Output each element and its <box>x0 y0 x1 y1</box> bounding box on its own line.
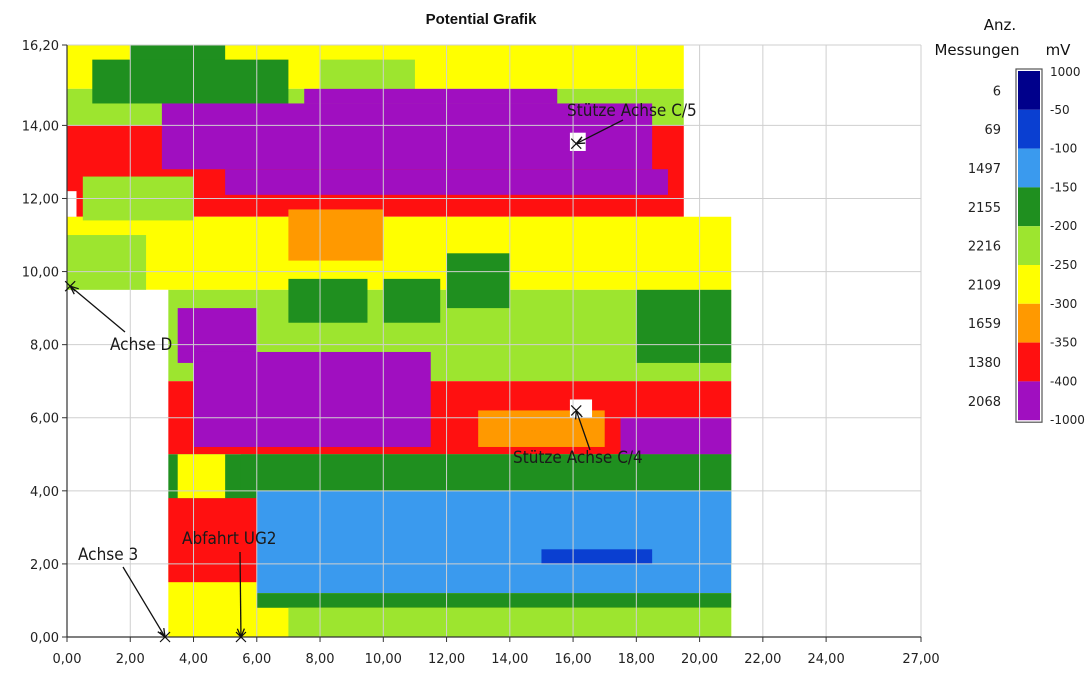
legend-swatch-2 <box>1018 148 1040 188</box>
y-tick-label-2: 4,00 <box>30 485 59 500</box>
x-tick-label-8: 16,00 <box>554 652 591 667</box>
legend-swatch-6 <box>1018 303 1040 343</box>
legend-count-3: 2155 <box>968 201 1001 216</box>
annotation-label-4: Abfahrt UG2 <box>182 529 277 549</box>
legend-count-0: 6 <box>993 84 1001 99</box>
y-tick-label-7: 14,00 <box>22 119 59 134</box>
heatmap-cells <box>67 45 732 637</box>
annotation-arrow-0 <box>575 119 624 145</box>
x-tick-label-3: 6,00 <box>242 652 271 667</box>
legend-swatch-1 <box>1018 109 1040 149</box>
heatmap-region-16 <box>67 235 147 294</box>
x-tick-label-2: 4,00 <box>179 652 208 667</box>
x-tick-label-11: 22,00 <box>744 652 781 667</box>
y-tick-label-6: 12,00 <box>22 192 59 207</box>
annotation-label-2: Stütze Achse C/4 <box>513 448 643 468</box>
legend-bin-label-8: -1000 <box>1050 413 1085 427</box>
chart-title: Potential Grafik <box>426 11 538 28</box>
heatmap-region-19 <box>446 253 510 309</box>
unmeasured-area-1 <box>67 191 77 217</box>
legend-bin-label-1: -100 <box>1050 142 1077 156</box>
legend-bin-label-6: -350 <box>1050 336 1077 350</box>
x-tick-label-13: 27,00 <box>902 652 939 667</box>
y-tick-label-4: 8,00 <box>30 339 59 354</box>
heatmap-region-18 <box>383 278 441 323</box>
annotation-label-0: Stütze Achse C/5 <box>567 101 697 121</box>
legend-bin-label-3: -200 <box>1050 219 1077 233</box>
heatmap-region-17 <box>288 278 368 323</box>
heatmap-region-9 <box>92 59 289 104</box>
color-legend: Anz. Messungen mV 1000 6 -50 69 -100 1497 -150 215… <box>934 16 1084 427</box>
legend-count-header-line2: Messungen <box>934 41 1019 59</box>
x-tick-label-1: 2,00 <box>116 652 145 667</box>
grid-lines <box>66 44 922 638</box>
x-tick-label-0: 0,00 <box>53 652 82 667</box>
annotation-label-1: Achse D <box>110 335 172 355</box>
x-tick-label-6: 12,00 <box>428 652 465 667</box>
annotation-arrow-2 <box>575 410 591 451</box>
annotations: Stütze Achse C/5 Achse D Stütze Achse C/4 A… <box>64 101 697 643</box>
legend-swatch-3 <box>1018 187 1040 227</box>
x-tick-label-12: 24,00 <box>808 652 845 667</box>
legend-count-4: 2216 <box>968 240 1001 255</box>
annotation-marker-0 <box>570 138 582 150</box>
axes: 0,00 2,00 4,00 6,00 8,00 10,00 12,00 14,00 16,00… <box>22 39 940 667</box>
annotation-marker-4 <box>235 631 247 643</box>
heatmap-region-22 <box>193 351 431 447</box>
unmeasured-area-0 <box>67 289 169 637</box>
y-tick-label-0: 0,00 <box>30 631 59 646</box>
legend-bin-label-0: -50 <box>1050 103 1070 117</box>
annotation-marker-1 <box>64 280 76 292</box>
annotation-arrow-4 <box>239 551 242 638</box>
legend-bin-label-2: -150 <box>1050 180 1077 194</box>
annotation-marker-2 <box>570 405 582 416</box>
legend-bin-label-7: -400 <box>1050 374 1077 388</box>
annotation-label-3: Achse 3 <box>78 545 138 565</box>
legend-count-7: 1380 <box>968 356 1001 371</box>
annotation-marker-3 <box>159 631 171 643</box>
legend-swatch-0 <box>1018 71 1040 110</box>
heatmap-region-25 <box>240 454 732 491</box>
legend-count-2: 1497 <box>968 162 1001 177</box>
legend-swatch-5 <box>1018 265 1040 304</box>
legend-count-1: 69 <box>984 123 1001 138</box>
x-tick-label-10: 20,00 <box>681 652 718 667</box>
legend-count-8: 2068 <box>968 395 1001 410</box>
heatmap-region-27 <box>168 498 257 583</box>
legend-swatch-7 <box>1018 342 1040 382</box>
x-tick-label-9: 18,00 <box>618 652 655 667</box>
legend-swatch-4 <box>1018 226 1040 265</box>
heatmap-region-26 <box>256 490 732 594</box>
heatmap-region-29 <box>256 593 732 608</box>
heatmap-region-20 <box>636 289 732 363</box>
legend-count-header-line1: Anz. <box>984 16 1016 34</box>
annotation-arrow-3 <box>122 566 166 638</box>
heatmap-region-23 <box>620 417 732 455</box>
y-tick-label-1: 2,00 <box>30 558 59 573</box>
heatmap-region-28 <box>177 454 226 499</box>
legend-count-6: 1659 <box>968 317 1001 332</box>
legend-bin-label-5: -300 <box>1050 297 1077 311</box>
legend-swatch-8 <box>1018 381 1040 421</box>
x-tick-label-7: 14,00 <box>491 652 528 667</box>
y-tick-label-3: 6,00 <box>30 412 59 427</box>
heatmap-region-13 <box>304 88 558 104</box>
y-tick-label-8: 16,20 <box>22 39 59 54</box>
y-tick-label-5: 10,00 <box>22 266 59 281</box>
x-tick-label-5: 10,00 <box>365 652 402 667</box>
legend-top-label: 1000 <box>1050 65 1081 79</box>
heatmap-region-31 <box>541 549 653 564</box>
legend-count-5: 2109 <box>968 278 1001 293</box>
legend-unit: mV <box>1046 41 1072 59</box>
heatmap-region-15 <box>288 209 384 261</box>
annotation-arrow-1 <box>69 285 126 333</box>
x-tick-label-4: 8,00 <box>306 652 335 667</box>
legend-bin-label-4: -250 <box>1050 258 1077 272</box>
heatmap-region-3 <box>67 216 732 290</box>
